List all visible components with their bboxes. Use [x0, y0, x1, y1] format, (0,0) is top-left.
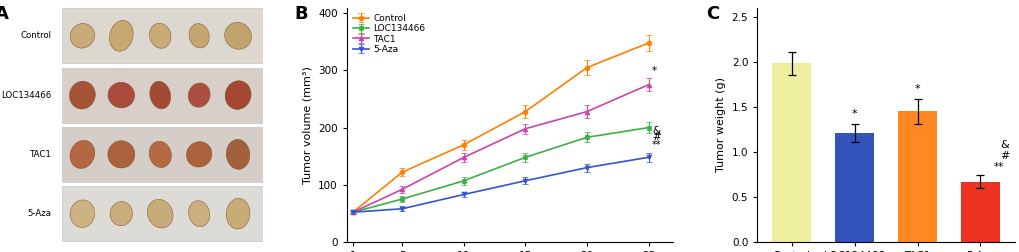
- Ellipse shape: [186, 142, 212, 167]
- FancyBboxPatch shape: [62, 8, 263, 63]
- Text: *: *: [914, 84, 919, 94]
- Y-axis label: Tumor weight (g): Tumor weight (g): [715, 77, 726, 172]
- Text: TAC1: TAC1: [30, 150, 51, 159]
- Ellipse shape: [70, 200, 95, 227]
- Text: B: B: [294, 5, 308, 23]
- Ellipse shape: [189, 24, 209, 48]
- Text: LOC134466: LOC134466: [1, 90, 51, 100]
- Y-axis label: Tumor volume (mm³): Tumor volume (mm³): [303, 66, 313, 184]
- Ellipse shape: [150, 23, 171, 48]
- Text: Control: Control: [20, 31, 51, 40]
- Text: #: #: [1000, 151, 1009, 161]
- Text: *: *: [651, 66, 656, 76]
- Ellipse shape: [189, 201, 210, 227]
- Ellipse shape: [108, 82, 135, 108]
- Ellipse shape: [150, 81, 170, 109]
- Bar: [960, 181, 999, 242]
- Ellipse shape: [70, 140, 95, 168]
- FancyBboxPatch shape: [62, 68, 263, 123]
- Bar: [835, 133, 873, 242]
- Ellipse shape: [226, 198, 250, 229]
- Text: A: A: [0, 5, 9, 23]
- Ellipse shape: [225, 81, 251, 109]
- Ellipse shape: [109, 20, 133, 51]
- Ellipse shape: [108, 141, 135, 168]
- Ellipse shape: [70, 23, 95, 48]
- Text: &: &: [651, 125, 659, 136]
- Ellipse shape: [110, 202, 132, 226]
- Text: C: C: [705, 5, 718, 23]
- Legend: Control, LOC134466, TAC1, 5-Aza: Control, LOC134466, TAC1, 5-Aza: [351, 12, 427, 56]
- Ellipse shape: [224, 22, 252, 49]
- Ellipse shape: [148, 199, 173, 228]
- Bar: [897, 111, 936, 242]
- Text: 5-Aza: 5-Aza: [28, 209, 51, 218]
- Ellipse shape: [149, 141, 171, 168]
- Text: *: *: [851, 109, 857, 119]
- Text: **: **: [651, 140, 661, 150]
- FancyBboxPatch shape: [62, 186, 263, 241]
- Ellipse shape: [226, 139, 250, 169]
- Ellipse shape: [189, 83, 210, 107]
- Ellipse shape: [69, 81, 95, 109]
- Text: &: &: [1000, 140, 1008, 150]
- Text: #: #: [651, 133, 660, 142]
- FancyBboxPatch shape: [62, 127, 263, 182]
- Text: **: **: [994, 162, 1004, 172]
- Bar: [771, 64, 810, 242]
